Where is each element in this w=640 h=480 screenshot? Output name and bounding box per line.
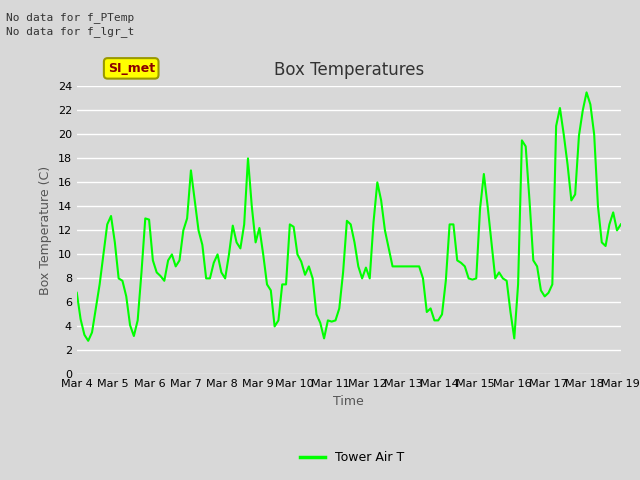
Legend: Tower Air T: Tower Air T [295, 446, 409, 469]
X-axis label: Time: Time [333, 395, 364, 408]
Text: SI_met: SI_met [108, 62, 155, 75]
Text: No data for f_PTemp: No data for f_PTemp [6, 12, 134, 23]
Y-axis label: Box Temperature (C): Box Temperature (C) [39, 166, 52, 295]
Title: Box Temperatures: Box Temperatures [274, 61, 424, 79]
Text: No data for f_lgr_t: No data for f_lgr_t [6, 26, 134, 37]
